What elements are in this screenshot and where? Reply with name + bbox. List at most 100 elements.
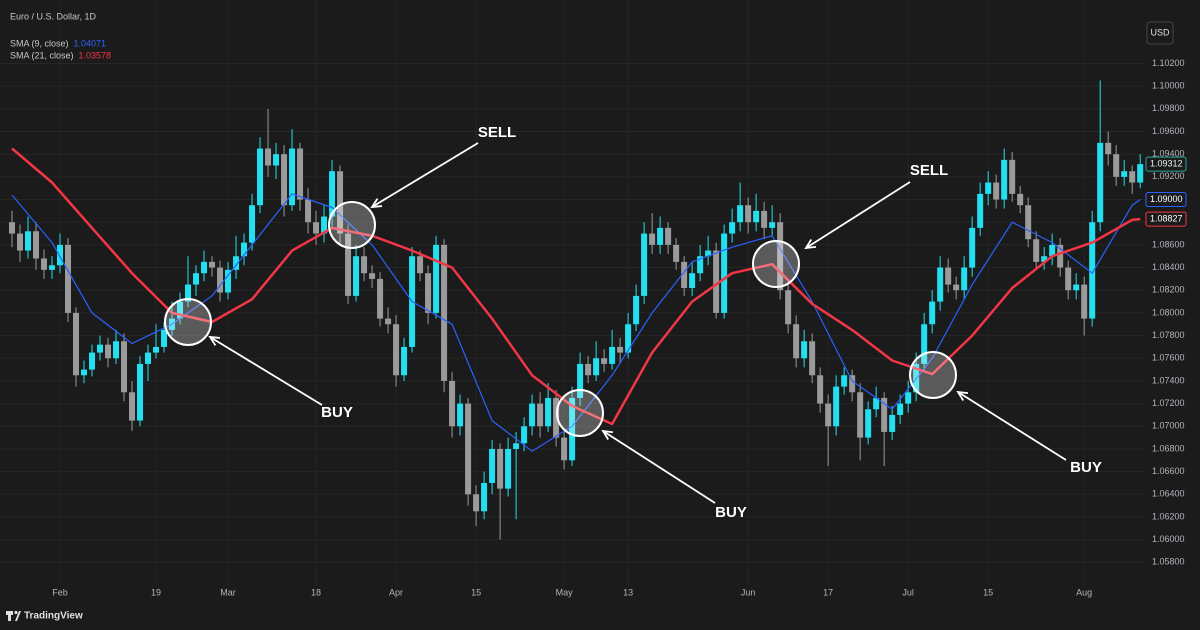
arrow-head <box>601 429 614 440</box>
plot <box>9 80 1144 540</box>
legend-name: SMA (9, close) <box>10 38 69 48</box>
candle-body <box>73 312 80 376</box>
y-tick-label: 1.10000 <box>1152 81 1185 91</box>
candle-body <box>1089 222 1096 319</box>
candle-body <box>657 227 664 245</box>
candle-body <box>401 346 408 376</box>
signal-circle <box>909 351 957 399</box>
candle-body <box>513 443 520 449</box>
candle-body <box>233 256 240 270</box>
candle-body <box>313 222 320 234</box>
candle-body <box>505 448 512 489</box>
candle-body <box>977 193 984 228</box>
candle-body <box>57 244 64 266</box>
candle-body <box>337 171 344 234</box>
sma-line <box>11 193 1141 452</box>
candle-body <box>49 265 56 270</box>
x-tick-label: 19 <box>151 587 161 597</box>
candle-body <box>905 392 912 404</box>
candle-body <box>801 341 808 359</box>
x-tick-label: 13 <box>623 587 633 597</box>
candle-body <box>961 267 968 291</box>
candle-body <box>753 210 760 223</box>
x-tick-label: Apr <box>389 587 403 597</box>
candle-body <box>865 409 872 438</box>
candle-body <box>785 290 792 325</box>
y-tick-label: 1.05800 <box>1152 557 1185 567</box>
arrow-head <box>370 198 383 209</box>
candle-body <box>609 346 616 364</box>
candle-body <box>1065 267 1072 291</box>
logo-mark <box>14 610 18 615</box>
candle-body <box>537 403 544 427</box>
y-tick-label: 1.08400 <box>1152 262 1185 272</box>
branding: TradingView <box>24 611 83 622</box>
candle-body <box>841 375 848 387</box>
candle-body <box>673 244 680 262</box>
candle-body <box>993 182 1000 200</box>
currency-box[interactable] <box>1146 21 1174 45</box>
candle-body <box>393 324 400 376</box>
y-tick-label: 1.07400 <box>1152 375 1185 385</box>
candle-body <box>1121 171 1128 177</box>
candle-body <box>177 301 184 319</box>
arrow-head <box>804 239 817 250</box>
candle-body <box>745 205 752 223</box>
candle-body <box>465 403 472 495</box>
candle-body <box>345 233 352 296</box>
price-tag-label: 1.09000 <box>1150 194 1183 204</box>
logo-mark <box>15 611 21 621</box>
candle-body <box>129 392 136 421</box>
candle-body <box>33 231 40 259</box>
candle-body <box>289 148 296 206</box>
y-tick-label: 1.07200 <box>1152 398 1185 408</box>
candle-body <box>353 256 360 296</box>
logo-mark <box>6 611 13 615</box>
candle-body <box>1041 256 1048 262</box>
candle-body <box>185 284 192 302</box>
candle-body <box>705 250 712 257</box>
candle-body <box>457 403 464 427</box>
y-tick-label: 1.07000 <box>1152 421 1185 431</box>
candle-body <box>25 231 32 251</box>
candle-body <box>1017 193 1024 206</box>
candle-body <box>161 329 168 347</box>
annotation-label: SELL <box>478 124 516 141</box>
candle-body <box>577 363 584 398</box>
y-tick-label: 1.06200 <box>1152 511 1185 521</box>
y-tick-label: 1.06000 <box>1152 534 1185 544</box>
candle-body <box>1025 205 1032 240</box>
annotation-label: SELL <box>910 162 948 179</box>
grid <box>0 0 1145 585</box>
candle-body <box>489 448 496 483</box>
price-tag <box>1145 211 1187 227</box>
candle-body <box>969 227 976 268</box>
x-tick-label: Jun <box>741 587 756 597</box>
candle-body <box>449 380 456 427</box>
y-tick-label: 1.08000 <box>1152 307 1185 317</box>
candle-body <box>561 437 568 461</box>
candle-body <box>889 414 896 432</box>
legend-name: SMA (21, close) <box>10 50 74 60</box>
x-tick-label: 15 <box>983 587 993 597</box>
candle-body <box>937 267 944 302</box>
candle-body <box>1081 284 1088 319</box>
candle-body <box>1137 164 1144 183</box>
candle-body <box>713 250 720 313</box>
signal-circle <box>752 240 800 288</box>
candle-body <box>729 222 736 234</box>
candle-body <box>377 278 384 319</box>
annotation-label: BUY <box>715 504 747 521</box>
candle-body <box>297 148 304 200</box>
x-tick-label: May <box>556 587 574 597</box>
y-tick-label: 1.09600 <box>1152 126 1185 136</box>
y-tick-label: 1.09400 <box>1152 149 1185 159</box>
y-tick-label: 1.06600 <box>1152 466 1185 476</box>
candle-body <box>425 273 432 313</box>
candle-body <box>737 205 744 223</box>
legend-value: 1.03578 <box>79 50 112 60</box>
candle-body <box>433 244 440 313</box>
x-tick-label: Feb <box>52 587 68 597</box>
candle-body <box>217 267 224 293</box>
